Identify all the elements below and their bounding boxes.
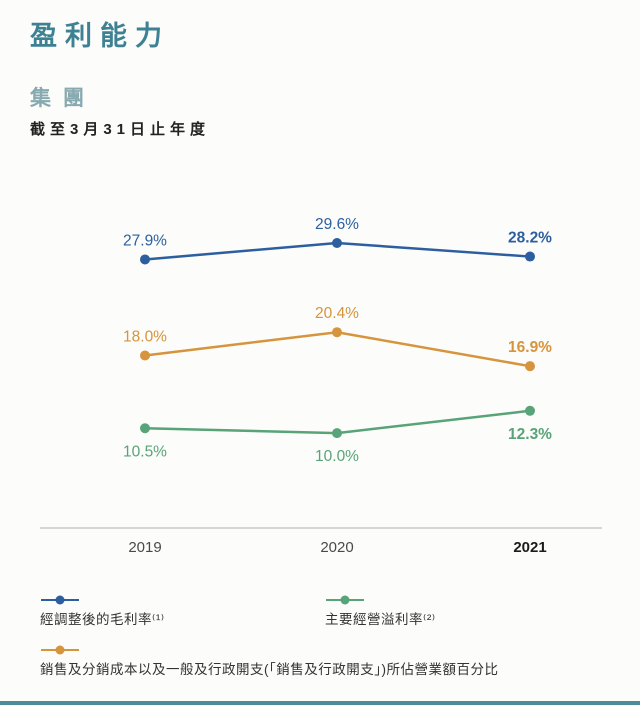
bottom-accent-divider xyxy=(0,701,640,705)
period-label: 截至3月31日止年度 xyxy=(30,121,211,138)
legend-label-adjusted-gross-margin: 經調整後的毛利率⁽¹⁾ xyxy=(40,612,165,627)
line-dot-marker-icon xyxy=(41,595,79,605)
data-point-label: 27.9% xyxy=(123,232,167,249)
legend-row-1: 經調整後的毛利率⁽¹⁾ 主要經營溢利率⁽²⁾ xyxy=(40,594,612,630)
data-point-label: 28.2% xyxy=(508,230,552,247)
data-point xyxy=(525,405,535,416)
chart-canvas: 27.9% 29.6% 28.2% 18.0% 20.4% 16.9% 10.5% 10.0%… xyxy=(40,216,602,556)
data-point xyxy=(525,251,535,262)
legend-item-sg-and-a-percentage: 銷售及分銷成本以及一般及行政開支(「銷售及行政開支」)所佔營業額百分比 xyxy=(40,644,499,680)
data-point xyxy=(140,350,150,361)
data-point-label: 16.9% xyxy=(508,339,552,356)
data-point xyxy=(525,361,535,372)
legend-row-2: 銷售及分銷成本以及一般及行政開支(「銷售及行政開支」)所佔營業額百分比 xyxy=(40,644,612,680)
data-point xyxy=(140,254,150,265)
data-point xyxy=(140,423,150,434)
legend-label-core-operating-margin: 主要經營溢利率⁽²⁾ xyxy=(325,612,436,627)
page-title: 盈利能力 xyxy=(30,21,170,51)
legend-item-adjusted-gross-margin: 經調整後的毛利率⁽¹⁾ xyxy=(40,594,325,630)
data-point-label: 18.0% xyxy=(123,329,167,346)
line-dot-marker-icon xyxy=(326,595,364,605)
x-tick-label: 2021 xyxy=(513,539,546,556)
line-dot-marker-icon xyxy=(41,645,79,655)
data-point-label: 12.3% xyxy=(508,426,552,443)
chart-legend: 經調整後的毛利率⁽¹⁾ 主要經營溢利率⁽²⁾ 銷售及分銷成本以及一般及行政開支(… xyxy=(40,594,612,679)
data-point-label: 10.5% xyxy=(123,443,167,460)
data-point xyxy=(332,428,342,439)
x-tick-label: 2020 xyxy=(320,539,353,556)
data-point-label: 20.4% xyxy=(315,305,359,322)
data-point-label: 10.0% xyxy=(315,448,359,465)
data-point xyxy=(332,327,342,338)
data-point xyxy=(332,237,342,248)
series-line-1 xyxy=(144,330,531,368)
data-point-label: 29.6% xyxy=(315,216,359,233)
x-tick-label: 2019 xyxy=(128,539,161,556)
profitability-line-chart: 27.9% 29.6% 28.2% 18.0% 20.4% 16.9% 10.5% 10.0%… xyxy=(0,190,640,570)
group-subtitle: 集團 xyxy=(30,87,96,110)
legend-item-core-operating-margin: 主要經營溢利率⁽²⁾ xyxy=(325,594,436,630)
legend-label-sg-and-a-percentage: 銷售及分銷成本以及一般及行政開支(「銷售及行政開支」)所佔營業額百分比 xyxy=(40,661,499,677)
